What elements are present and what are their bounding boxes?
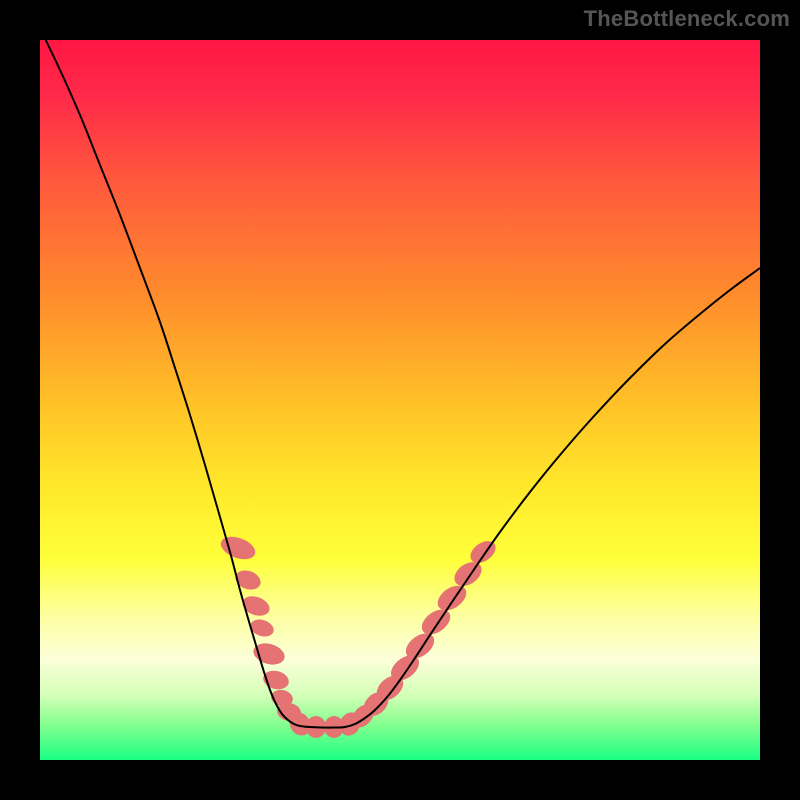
watermark-text: TheBottleneck.com — [584, 6, 790, 32]
chart-svg — [0, 0, 800, 800]
plot-background — [40, 40, 760, 760]
chart-frame: TheBottleneck.com — [0, 0, 800, 800]
